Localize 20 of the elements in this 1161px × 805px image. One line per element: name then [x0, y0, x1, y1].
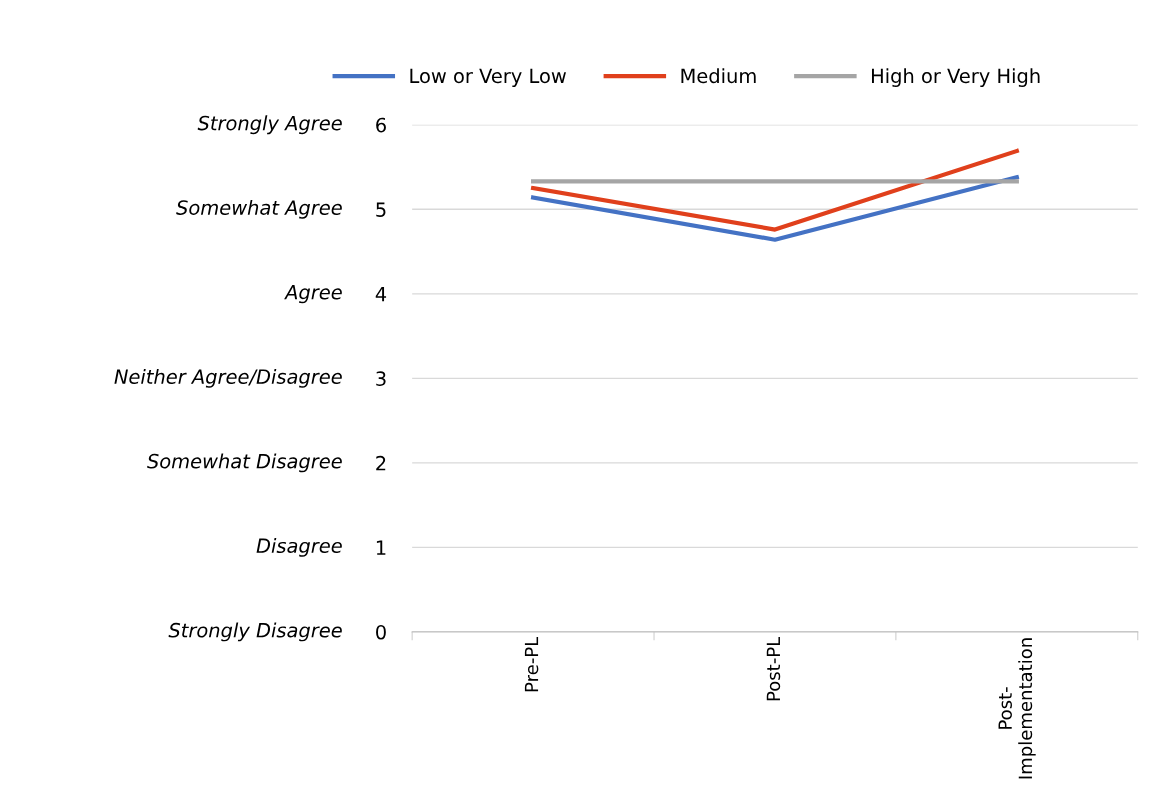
- y-tick-label: 1: [376, 540, 386, 555]
- text: Strongly Disagree: [168, 622, 342, 642]
- text: Somewhat Disagree: [147, 453, 342, 473]
- legend-label: High or Very High: [872, 68, 1040, 87]
- text: Neither Agree/Disagree: [114, 368, 342, 388]
- x-tick-label: Post-PL: [766, 636, 781, 701]
- text: Somewhat Agree: [176, 199, 342, 219]
- y-tick-label: 5: [376, 202, 386, 217]
- text: Agree: [284, 285, 342, 304]
- y-tick-label: 3: [376, 371, 386, 387]
- y-tick-label: 4: [375, 287, 387, 302]
- y-tick-label: 6: [376, 117, 386, 133]
- legend-label: Low or Very Low: [410, 68, 566, 87]
- text: Strongly Agree: [197, 115, 342, 135]
- x-tick-label: Post-Implementation: [998, 638, 1036, 779]
- legend-label: Medium: [681, 68, 756, 84]
- y-tick-label: 2: [376, 455, 386, 471]
- y-tick-label: 0: [376, 624, 386, 640]
- text: Disagree: [256, 537, 342, 557]
- x-tick-label: Pre-PL: [524, 636, 539, 692]
